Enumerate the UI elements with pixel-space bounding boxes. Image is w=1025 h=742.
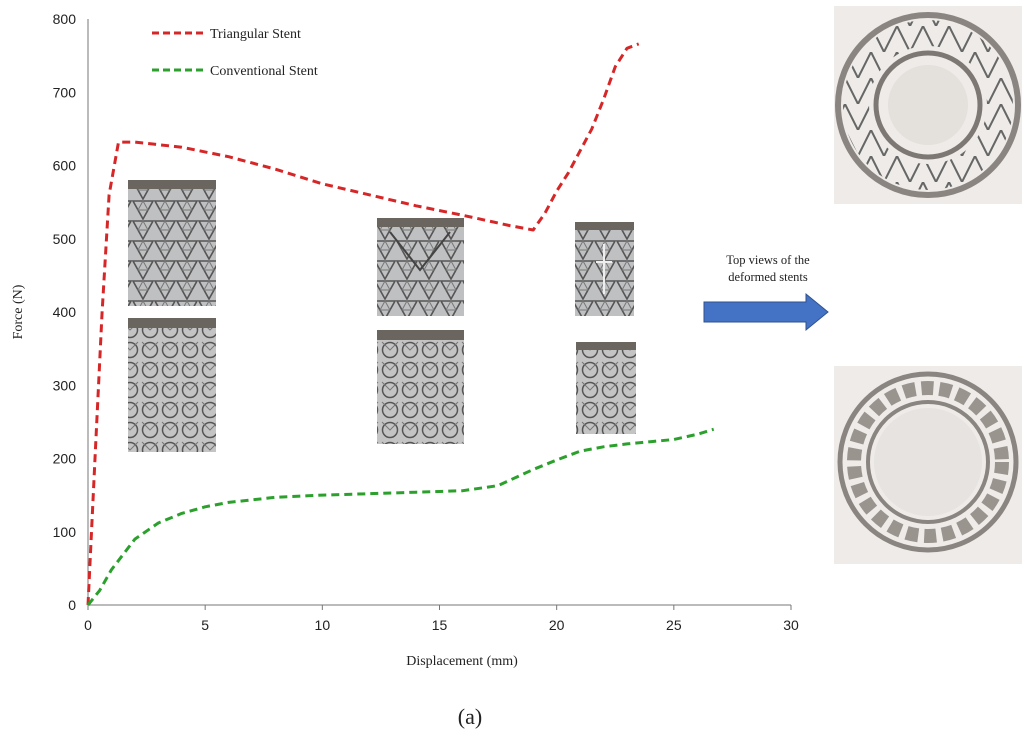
conventional-stent-photo-mid: [377, 330, 464, 444]
y-tick-label: 400: [53, 304, 77, 320]
annotation-line-1: Top views of the: [726, 253, 810, 267]
legend-label-conventional: Conventional Stent: [210, 64, 318, 79]
figure-caption: (a): [457, 704, 483, 729]
x-tick-label: 25: [666, 617, 682, 633]
y-tick-label: 800: [53, 11, 77, 27]
top-view-photo-conventional: [834, 366, 1022, 564]
triangular-stent-photo-final: [575, 222, 634, 316]
y-tick-label: 700: [53, 84, 77, 100]
triangular-stent-photo-mid: [377, 218, 464, 316]
annotation-arrow: [703, 292, 829, 332]
y-tick-label: 0: [68, 597, 76, 613]
conventional-stent-photo-final: [576, 342, 636, 434]
x-tick-label: 20: [549, 617, 565, 633]
legend-label-triangular: Triangular Stent: [210, 27, 301, 42]
x-tick-label: 30: [783, 617, 799, 633]
x-tick-label: 0: [84, 617, 92, 633]
stent-photos: [128, 180, 636, 452]
series-layer: [86, 42, 715, 606]
y-tick-label: 600: [53, 158, 77, 174]
y-tick-label: 200: [53, 451, 77, 467]
x-tick-label: 10: [315, 617, 331, 633]
x-tick-label: 5: [201, 617, 209, 633]
x-ticks: 0 5 10 15 20 25 30: [84, 605, 799, 633]
annotation-line-2: deformed stents: [728, 270, 808, 284]
x-tick-label: 15: [432, 617, 448, 633]
series-line-triangular: [86, 42, 640, 606]
triangular-stent-photo-initial: [128, 180, 216, 306]
y-tick-label: 100: [53, 524, 77, 540]
series-line-conventional: [86, 427, 715, 606]
y-tick-label: 300: [53, 377, 77, 393]
top-view-photo-triangular: [834, 6, 1022, 204]
conventional-stent-photo-initial: [128, 318, 216, 452]
y-ticks: 0 100 200 300 400 500 600 700 800: [53, 11, 77, 613]
x-axis-label: Displacement (mm): [406, 654, 518, 669]
y-tick-label: 500: [53, 231, 77, 247]
top-views-annotation: Top views of the deformed stents: [702, 252, 834, 286]
legend: Triangular Stent Conventional Stent: [152, 27, 318, 79]
y-axis-label: Force (N): [11, 284, 26, 339]
